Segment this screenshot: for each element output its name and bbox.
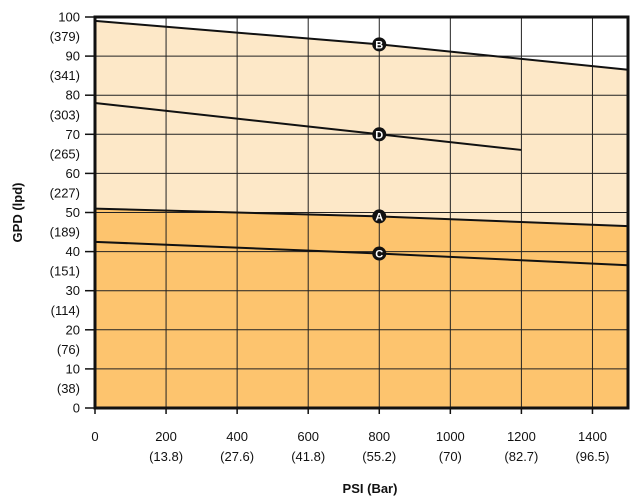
series-markers: B D A C <box>372 37 387 261</box>
x-tick-label: 1400 <box>578 429 607 444</box>
y-tick-sublabel: (38) <box>57 381 80 396</box>
x-tick-sublabel: (27.6) <box>220 449 254 464</box>
y-tick-label: 70 <box>66 127 80 142</box>
y-tick-label: 60 <box>66 166 80 181</box>
y-tick-label: 10 <box>66 361 80 376</box>
y-tick-label: 80 <box>66 88 80 103</box>
y-axis-title: GPD (lpd) <box>10 183 25 243</box>
marker-label-D: D <box>375 129 383 141</box>
y-tick-label: 40 <box>66 244 80 259</box>
x-tick-label: 200 <box>155 429 177 444</box>
y-tick-label: 0 <box>73 401 80 416</box>
y-tick-sublabel: (114) <box>51 303 80 318</box>
marker-C <box>372 246 387 261</box>
marker-label-B: B <box>375 39 383 51</box>
background-bands <box>95 20 628 408</box>
marker-label-A: A <box>375 211 383 223</box>
y-tick-label: 20 <box>66 322 80 337</box>
y-tick-label: 30 <box>66 283 80 298</box>
x-tick-sublabel: (13.8) <box>149 449 183 464</box>
y-tick-sublabel: (76) <box>57 342 80 357</box>
x-tick-sublabel: (70) <box>439 449 462 464</box>
x-tick-label: 600 <box>297 429 319 444</box>
marker-D <box>372 127 387 142</box>
x-tick-sublabel: (96.5) <box>575 449 609 464</box>
x-axis-ticks: 0 200 (13.8) 400 (27.6) 600 (41.8) 800 (55.2) 100… <box>91 408 609 464</box>
x-tick-sublabel: (41.8) <box>291 449 325 464</box>
y-tick-sublabel: (151) <box>50 264 80 279</box>
y-tick-sublabel: (379) <box>50 29 80 44</box>
y-tick-label: 100 <box>58 10 80 25</box>
y-tick-label: 50 <box>66 205 80 220</box>
marker-label-C: C <box>375 249 383 261</box>
y-axis-ticks: 0 10 20 30 40 50 60 70 80 90 100 (38) (76) (114) (151)… <box>50 10 95 416</box>
x-axis-title: PSI (Bar) <box>343 481 398 496</box>
x-tick-label: 800 <box>368 429 390 444</box>
y-tick-sublabel: (341) <box>50 68 80 83</box>
marker-B <box>372 37 387 52</box>
x-tick-sublabel: (82.7) <box>504 449 538 464</box>
x-tick-label: 1000 <box>436 429 465 444</box>
y-tick-sublabel: (303) <box>50 107 80 122</box>
y-tick-label: 90 <box>66 49 80 64</box>
y-tick-sublabel: (189) <box>50 225 80 240</box>
marker-A <box>372 209 387 224</box>
y-tick-sublabel: (227) <box>50 185 80 200</box>
x-tick-label: 1200 <box>507 429 536 444</box>
x-tick-label: 400 <box>226 429 248 444</box>
x-tick-label: 0 <box>91 429 98 444</box>
x-tick-sublabel: (55.2) <box>362 449 396 464</box>
band-under-A <box>95 208 628 408</box>
y-tick-sublabel: (265) <box>50 146 80 161</box>
